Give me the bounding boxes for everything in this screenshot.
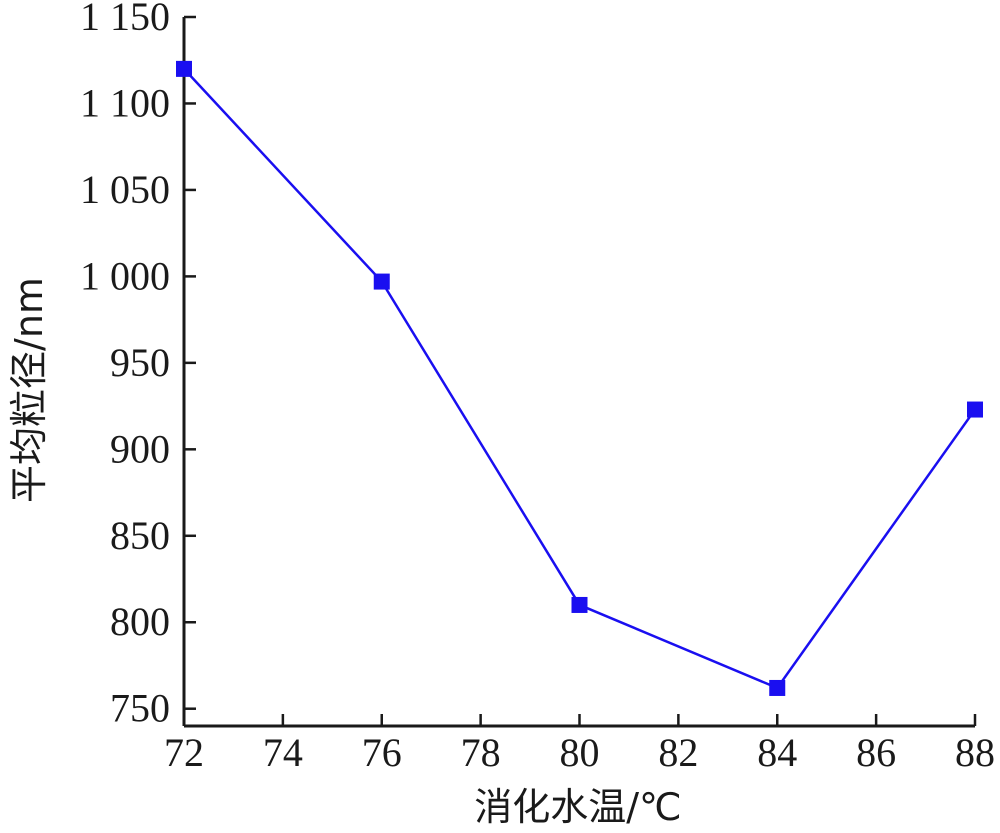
chart-axes <box>182 17 975 728</box>
x-tick-label: 72 <box>164 730 204 775</box>
data-point-marker <box>769 679 786 696</box>
data-point-marker <box>176 60 192 77</box>
x-tick-label: 86 <box>856 730 896 775</box>
y-tick-label: 1 100 <box>80 80 170 125</box>
y-tick-label: 850 <box>110 513 170 558</box>
x-tick-label: 80 <box>560 730 600 775</box>
x-tick-label: 78 <box>461 730 501 775</box>
series-line <box>183 68 977 690</box>
y-tick-label: 1 150 <box>80 0 170 39</box>
data-point-marker <box>571 596 588 613</box>
x-tick-label: 76 <box>362 730 402 775</box>
x-axis-title: 消化水温/℃ <box>474 785 681 829</box>
data-point-marker <box>373 273 390 290</box>
x-tick-label: 74 <box>263 730 303 775</box>
x-tick-label: 82 <box>658 730 698 775</box>
chart-series <box>176 60 983 696</box>
y-axis-title: 平均粒径/nm <box>7 277 51 503</box>
y-tick-label: 800 <box>110 599 170 644</box>
y-tick-label: 900 <box>110 426 170 471</box>
y-tick-label: 950 <box>110 340 170 385</box>
y-tick-label: 1 000 <box>80 253 170 298</box>
data-point-marker <box>967 401 983 418</box>
y-tick-label: 1 050 <box>80 167 170 212</box>
y-axis-ticks: 750 800 850 900 950 1 000 1 050 1 100 1 150 <box>80 0 196 731</box>
x-tick-label: 88 <box>955 730 995 775</box>
x-axis-ticks: 72 74 76 78 80 82 84 86 88 <box>164 714 995 775</box>
x-tick-label: 84 <box>757 730 797 775</box>
y-tick-label: 750 <box>110 686 170 731</box>
